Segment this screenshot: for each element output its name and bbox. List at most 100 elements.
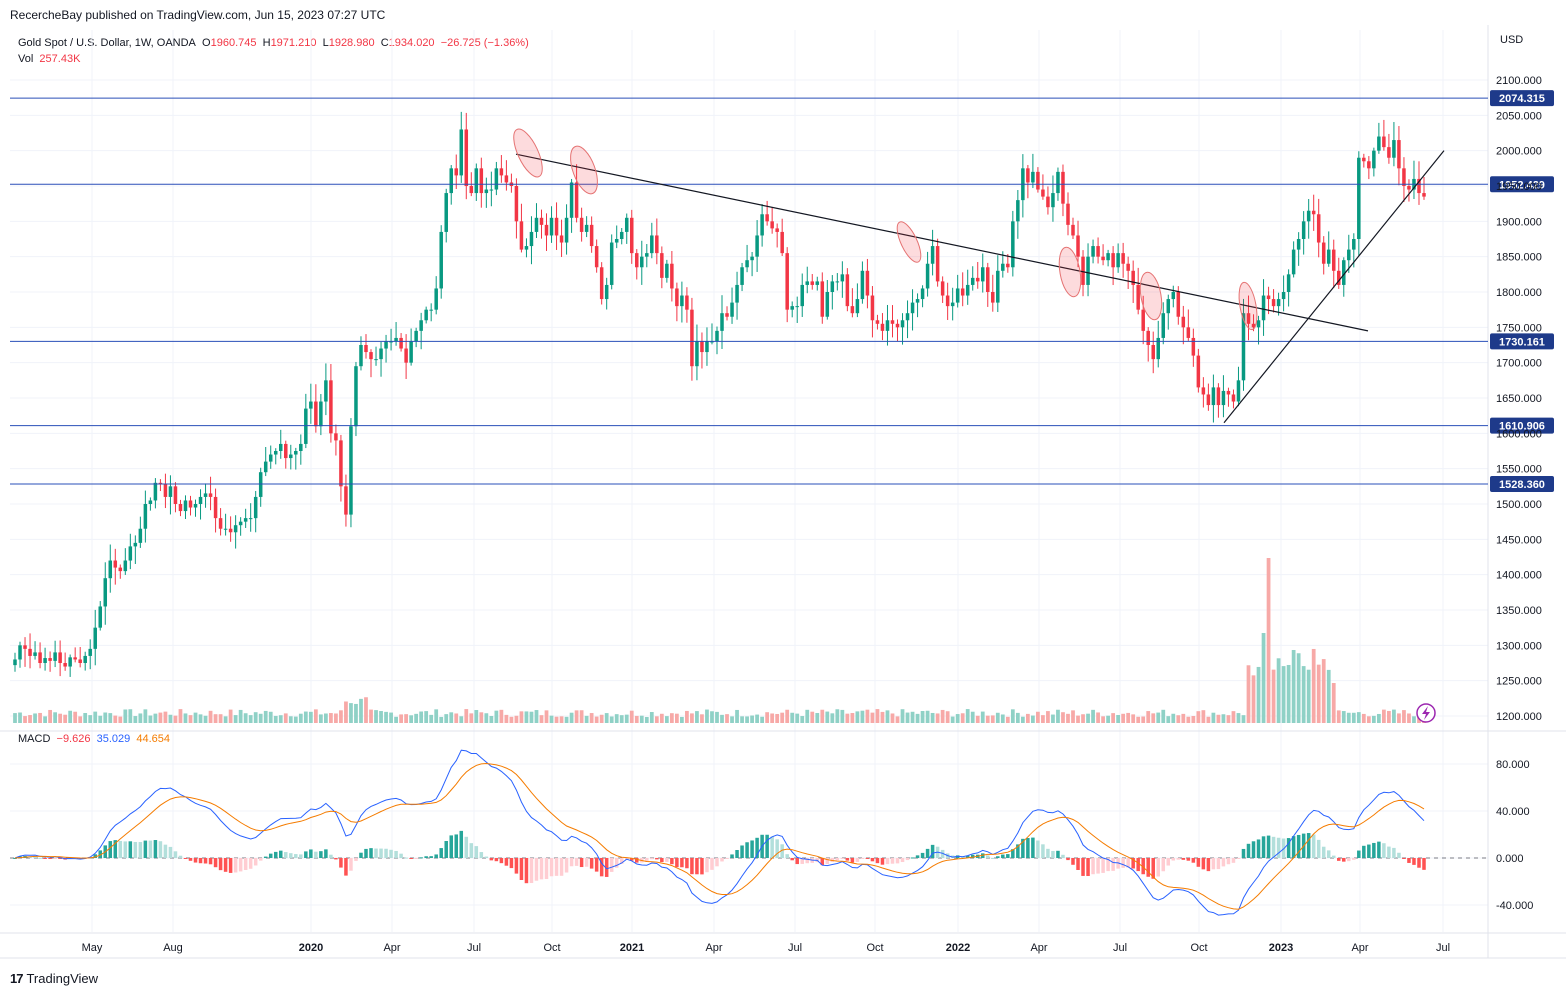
candle-body [404, 348, 408, 363]
volume-bar [384, 711, 388, 723]
volume-bar [855, 711, 860, 723]
candle-body [163, 484, 168, 497]
candle-body [514, 186, 519, 222]
volume-bar [1091, 709, 1095, 723]
candle-body [945, 295, 950, 307]
macd-hist-bar [178, 855, 183, 858]
volume-bar [614, 714, 619, 723]
volume-bar [1061, 712, 1065, 723]
candle-body [1241, 313, 1246, 381]
candle-body [494, 168, 499, 190]
macd-hist-bar [399, 853, 403, 858]
volume-bar [740, 716, 744, 723]
tradingview-brand[interactable]: 17 TradingView [10, 971, 98, 986]
candle-body [1357, 157, 1361, 239]
macd-hist-bar [1031, 837, 1035, 858]
macd-hist-bar [314, 851, 318, 858]
macd-hist-bar [148, 840, 153, 858]
volume-bar [379, 711, 383, 723]
volume-bar [1051, 714, 1055, 723]
macd-hist-bar [1181, 858, 1186, 860]
macd-hist-bar [860, 858, 865, 859]
symbol-title[interactable]: Gold Spot / U.S. Dollar, 1W, OANDA [18, 37, 196, 49]
macd-label[interactable]: MACD [18, 733, 51, 745]
candle-body [920, 288, 925, 300]
candle-body [860, 270, 865, 300]
volume-bar [715, 711, 719, 723]
macd-hist-bar [900, 858, 905, 863]
candle-body [1221, 390, 1226, 406]
volume-label[interactable]: Vol [18, 53, 34, 65]
volume-bar [1331, 683, 1336, 723]
candle-body [1226, 390, 1231, 395]
macd-hist-bar [233, 858, 238, 873]
macd-hist-bar [429, 856, 433, 858]
volume-bar [1346, 712, 1351, 723]
volume-bar [38, 712, 42, 723]
macd-hist-bar [880, 858, 885, 865]
candle-body [389, 341, 393, 343]
candle-body [584, 224, 589, 232]
volume-bar [1181, 713, 1186, 723]
volume-bar [1151, 713, 1156, 723]
candle-body [960, 288, 965, 296]
macd-hist-bar [459, 830, 464, 858]
volume-bar [940, 709, 945, 723]
macd-hist-bar [113, 840, 118, 858]
volume-bar [865, 709, 870, 723]
macd-hist-bar [414, 858, 418, 859]
macd-hist-bar [890, 858, 895, 864]
candle-body [695, 341, 699, 367]
volume-bar [1412, 716, 1416, 723]
volume-bar [975, 715, 980, 723]
volume-bar [48, 709, 52, 723]
candle-body [1331, 249, 1336, 271]
volume-bar [464, 709, 469, 723]
volume-bar [108, 713, 113, 723]
candle-body [940, 281, 945, 296]
macd-hist-bar [925, 848, 930, 858]
volume-bar [1031, 715, 1035, 723]
volume-bar [1407, 713, 1411, 723]
candle-body [685, 295, 689, 310]
price-tick-label: 1400.000 [1496, 570, 1542, 582]
macd-hist-bar [1091, 858, 1095, 875]
volume-bar [424, 711, 429, 723]
price-level-tag [1490, 475, 1554, 492]
candle-body [113, 560, 118, 568]
candle-body [474, 168, 479, 194]
price-tick-label: 1800.000 [1496, 287, 1542, 299]
price-tick-label: 1700.000 [1496, 358, 1542, 370]
ascending-trendline [1223, 150, 1445, 424]
macd-hist-bar [1311, 834, 1316, 858]
macd-hist-bar [188, 858, 193, 861]
macd-hist-bar [710, 858, 714, 870]
volume-bar [1311, 648, 1316, 723]
time-tick-label: Apr [705, 942, 722, 954]
macd-hist-bar [800, 858, 804, 864]
candle-body [980, 267, 985, 282]
macd-hist-bar [153, 840, 158, 858]
candle-body [1041, 189, 1045, 197]
volume-bar [444, 714, 449, 723]
macd-hist-bar [1362, 845, 1366, 858]
candle-body [148, 500, 153, 504]
candle-body [344, 486, 348, 515]
macd-hist-bar [549, 858, 554, 877]
candle-body [865, 270, 870, 296]
volume-bar [639, 715, 644, 723]
volume-bar [213, 714, 218, 723]
volume-bar [479, 712, 484, 723]
candle-body [1056, 171, 1060, 194]
volume-bar [18, 712, 22, 723]
volume-bar [223, 716, 228, 723]
volume-bar [253, 712, 258, 723]
candle-body [1251, 323, 1256, 328]
volume-bar [624, 714, 629, 723]
volume-bar [549, 715, 554, 723]
volume-bar [394, 716, 398, 723]
macd-hist-bar [1096, 858, 1100, 874]
macd-hist-bar [1111, 858, 1115, 871]
volume-bar [1231, 711, 1236, 723]
